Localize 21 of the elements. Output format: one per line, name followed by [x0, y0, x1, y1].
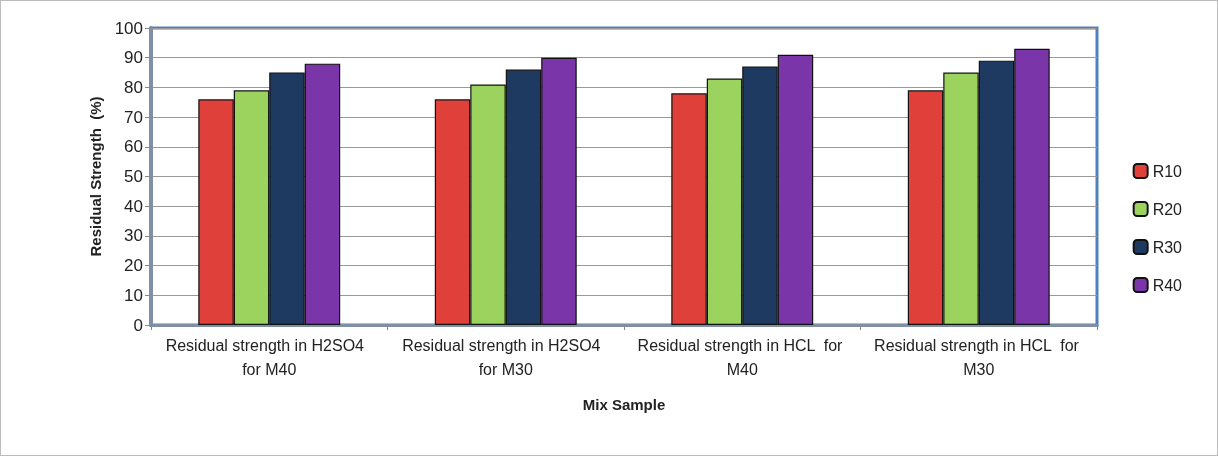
y-tick-label: 80 [124, 77, 143, 97]
y-tick-label: 50 [124, 167, 143, 186]
y-tick-label: 90 [124, 48, 143, 68]
legend-label: R30 [1152, 238, 1183, 256]
y-axis-title: Residual Strength (%) [87, 96, 104, 257]
x-tick-label: Residual strength in H2SO4 for M40 [165, 336, 373, 378]
x-tick-label: Residual strength in H2SO4 for M30 [402, 336, 610, 378]
legend-label: R20 [1152, 200, 1183, 218]
y-tick-label: 100 [114, 18, 143, 38]
legend-label: R10 [1152, 162, 1183, 180]
y-tick-label: 60 [124, 137, 143, 157]
y-tick-label: 40 [124, 196, 143, 216]
y-tick-label: 70 [124, 107, 143, 127]
x-tick-label: Residual strength in HCL for M30 [874, 336, 1084, 378]
y-tick-label: 30 [124, 226, 143, 246]
y-tick-label: 20 [124, 256, 143, 276]
x-tick-label: Residual strength in HCL for M40 [637, 336, 847, 378]
legend-label: R40 [1152, 276, 1183, 294]
y-tick-label: 0 [133, 315, 143, 335]
y-tick-label: 10 [124, 285, 143, 305]
x-axis-title: Mix Sample [582, 396, 666, 413]
